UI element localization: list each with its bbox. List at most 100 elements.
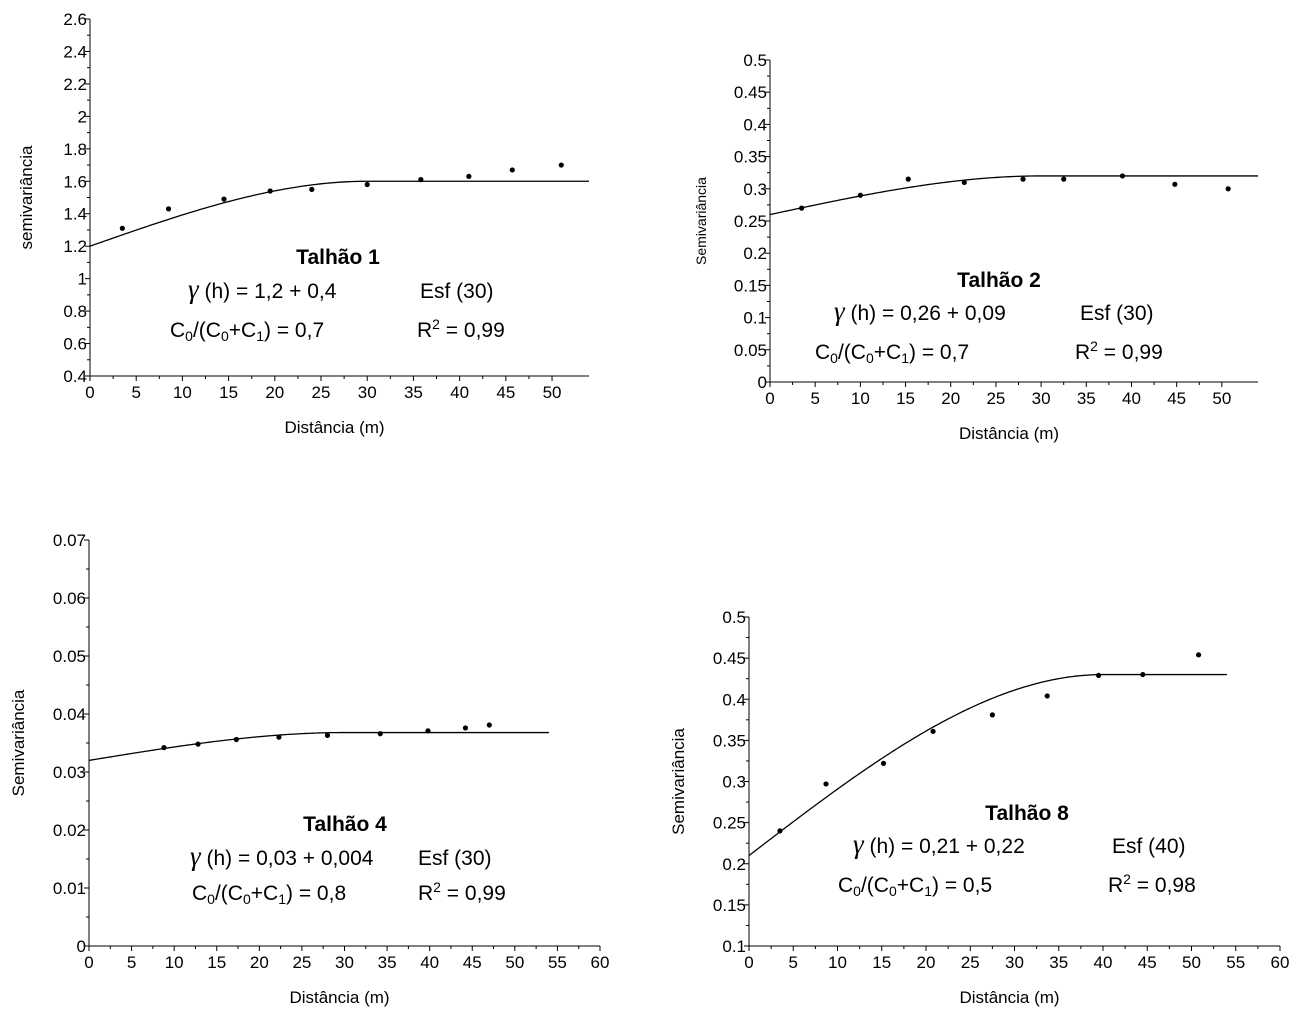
x-tick-label: 35 <box>1077 389 1096 408</box>
y-tick-label: 1.2 <box>63 237 87 256</box>
data-point <box>1044 693 1050 699</box>
r2-value: = 0,99 <box>440 319 505 342</box>
chart-panel-1: 0.40.60.811.21.41.61.822.22.42.60 5 10 15 20… <box>17 10 589 437</box>
r-squared: R2 = 0,99 <box>1075 338 1163 364</box>
ratio-subscript: 0 <box>889 883 897 899</box>
data-point <box>267 188 273 194</box>
x-tick-label: 40 <box>450 383 469 402</box>
x-tick-label: 10 <box>828 953 847 972</box>
x-tick-label: 25 <box>292 953 311 972</box>
y-axis-label: Semivariância <box>669 728 688 835</box>
nugget-ratio: C0/(C0+C1) = 0,5 <box>838 874 992 899</box>
y-tick-label: 1.6 <box>63 172 87 191</box>
r2-value: = 0,99 <box>441 882 506 905</box>
r2-superscript: 2 <box>1090 338 1098 354</box>
x-tick-label: 40 <box>1094 953 1113 972</box>
data-point <box>930 728 936 734</box>
nugget-ratio: C0/(C0+C1) = 0,8 <box>192 882 346 907</box>
x-tick-label: 50 <box>505 953 524 972</box>
data-point <box>1020 176 1026 182</box>
chart-title: Talhão 8 <box>985 802 1069 825</box>
y-tick-label: 0.6 <box>63 335 87 354</box>
data-point <box>309 186 315 192</box>
x-axis-label: Distância (m) <box>284 418 384 437</box>
gamma-symbol: γ <box>190 841 202 871</box>
nugget-ratio: C0/(C0+C1) = 0,7 <box>815 341 969 366</box>
model-type: Esf (30) <box>1080 302 1154 325</box>
data-point <box>161 745 167 751</box>
model-equation: γ (h) = 0,03 + 0,004 <box>190 841 374 871</box>
x-tick-label: 5 <box>127 953 136 972</box>
model-type: Esf (40) <box>1112 835 1186 858</box>
ratio-part: C <box>838 874 853 897</box>
r2-superscript: 2 <box>1123 871 1131 887</box>
data-point <box>1140 671 1146 678</box>
y-tick-label: 0.01 <box>53 879 86 898</box>
ratio-subscript: 1 <box>924 883 932 899</box>
x-tick-label: 45 <box>1138 953 1157 972</box>
gamma-symbol: γ <box>853 829 865 859</box>
y-tick-label: 0.4 <box>722 690 746 709</box>
x-axis-label: Distância (m) <box>959 424 1059 443</box>
y-tick-label: 0.15 <box>734 276 767 295</box>
y-tick-label: 0.8 <box>63 302 87 321</box>
y-tick-label: 0.3 <box>722 773 746 792</box>
x-tick-label: 40 <box>1122 389 1141 408</box>
model-fit-curve <box>89 180 589 247</box>
data-point <box>233 736 239 743</box>
r-squared: R2 = 0,99 <box>417 316 505 342</box>
data-point <box>961 179 967 185</box>
data-point <box>377 731 383 737</box>
ratio-part: +C <box>229 319 256 342</box>
r-squared: R2 = 0,99 <box>418 879 506 905</box>
ratio-part: +C <box>897 874 924 897</box>
ratio-part: /(C <box>838 341 866 364</box>
model-fit-curve <box>88 731 549 762</box>
r2-superscript: 2 <box>432 316 440 332</box>
ratio-part: ) = 0,7 <box>264 319 324 342</box>
r2-value: = 0,99 <box>1098 341 1163 364</box>
ratio-part: ) = 0,5 <box>932 874 992 897</box>
y-tick-label: 0.5 <box>722 608 746 627</box>
x-tick-label: 55 <box>1226 953 1245 972</box>
y-tick-label: 0.1 <box>722 937 746 956</box>
y-tick-label: 0.05 <box>734 341 767 360</box>
data-point <box>799 205 805 211</box>
ratio-subscript: 0 <box>221 328 229 344</box>
y-tick-label: 2.6 <box>63 10 87 29</box>
y-tick-label: 0.07 <box>53 531 86 550</box>
y-tick-label: 0.35 <box>734 148 767 167</box>
x-axis-label: Distância (m) <box>959 988 1059 1007</box>
ratio-part: ) = 0,7 <box>909 341 969 364</box>
data-point <box>989 712 995 718</box>
x-tick-label: 30 <box>1032 389 1051 408</box>
equation-text: (h) = 0,03 + 0,004 <box>201 847 374 870</box>
y-axis-label: semivariância <box>17 145 36 249</box>
model-type: Esf (30) <box>420 280 494 303</box>
y-tick-label: 2.4 <box>63 42 87 61</box>
model-fit-curve <box>748 673 1227 857</box>
x-tick-label: 15 <box>896 389 915 408</box>
x-tick-label: 45 <box>1167 389 1186 408</box>
x-tick-label: 5 <box>131 383 140 402</box>
y-tick-label: 0.05 <box>53 647 86 666</box>
data-point <box>857 192 863 198</box>
ratio-subscript: 0 <box>866 350 874 366</box>
y-tick-label: 0.02 <box>53 821 86 840</box>
data-point <box>165 206 172 212</box>
gamma-symbol: γ <box>188 274 200 304</box>
x-tick-label: 20 <box>917 953 936 972</box>
x-tick-label: 0 <box>85 383 94 402</box>
model-equation: γ (h) = 1,2 + 0,4 <box>188 274 337 304</box>
r2-letter: R <box>418 882 433 905</box>
ratio-subscript: 0 <box>243 891 251 907</box>
nugget-ratio: C0/(C0+C1) = 0,7 <box>170 319 324 344</box>
y-tick-label: 2 <box>78 107 87 126</box>
chart-panel-4: 0.10.150.20.250.30.350.40.450.50 5 10 15 20 2… <box>669 608 1289 1007</box>
ratio-part: /(C <box>193 319 221 342</box>
x-tick-label: 20 <box>250 953 269 972</box>
y-tick-label: 0.2 <box>722 855 746 874</box>
r2-superscript: 2 <box>433 879 441 895</box>
x-tick-label: 15 <box>207 953 226 972</box>
y-tick-label: 0.3 <box>743 180 767 199</box>
